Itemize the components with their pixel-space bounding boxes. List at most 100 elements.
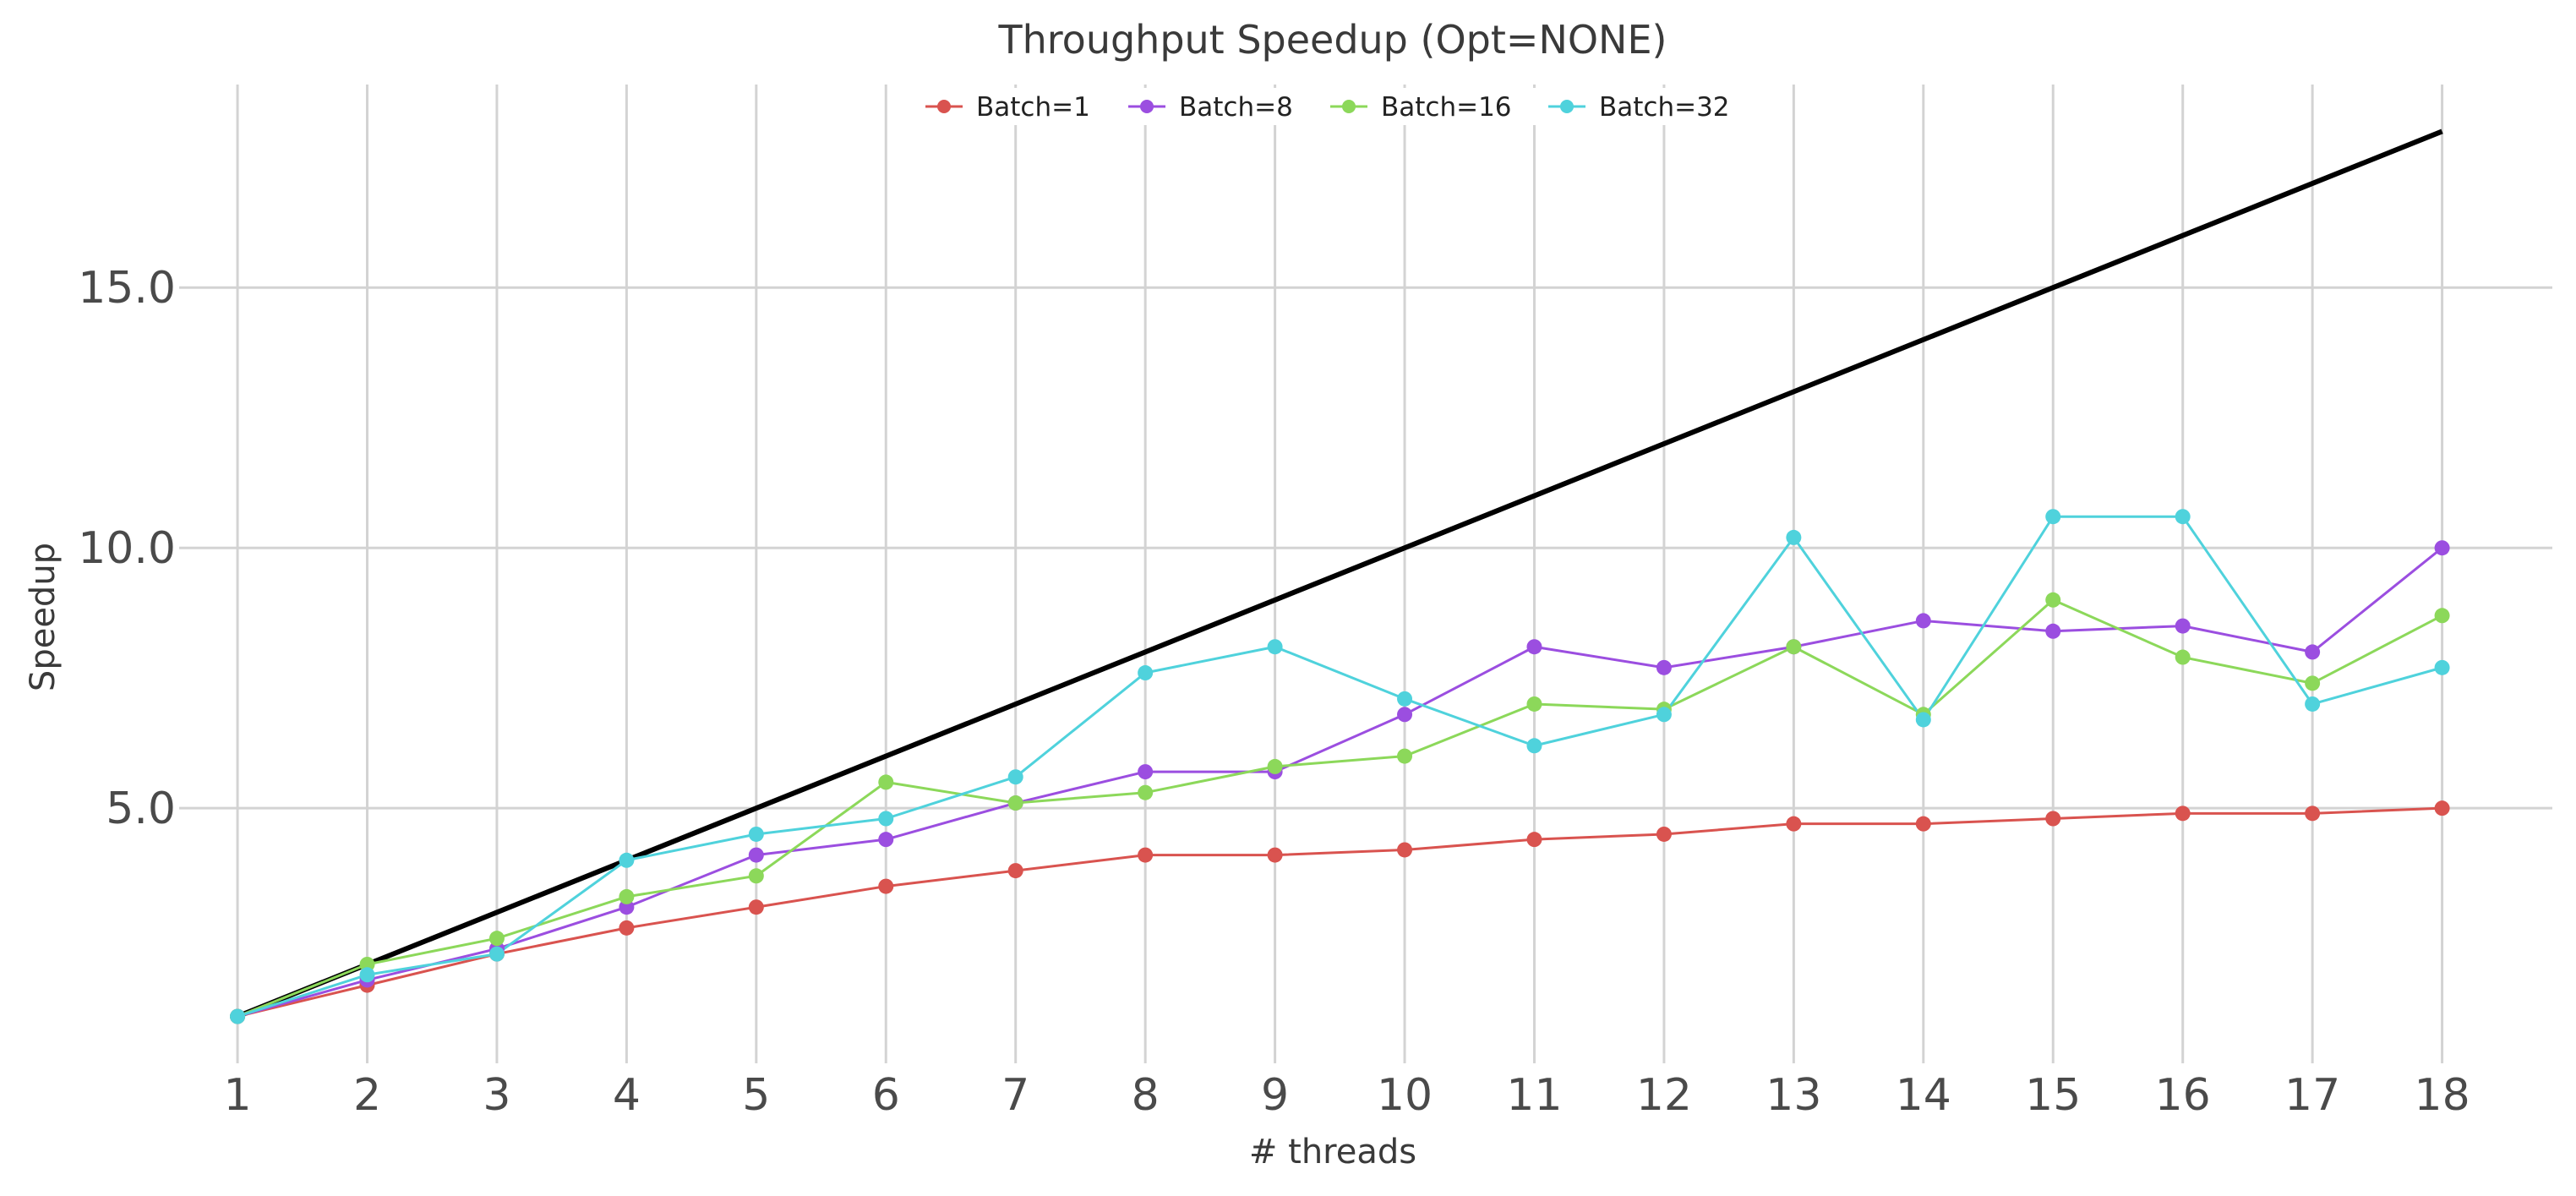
x-tick-label: 2 xyxy=(353,1070,381,1121)
data-point xyxy=(1007,769,1023,785)
data-point xyxy=(1786,816,1802,832)
legend-swatch-marker xyxy=(937,100,951,113)
data-point xyxy=(1526,832,1542,848)
x-tick-label: 4 xyxy=(613,1070,641,1121)
x-tick-label: 7 xyxy=(1001,1070,1029,1121)
data-point xyxy=(748,868,764,884)
data-point xyxy=(1267,758,1283,774)
data-point xyxy=(2175,806,2191,822)
data-point xyxy=(748,847,764,863)
legend-label: Batch=1 xyxy=(976,92,1090,123)
data-point xyxy=(1526,738,1542,754)
data-point xyxy=(1397,842,1413,858)
x-tick-label: 3 xyxy=(483,1070,510,1121)
data-point xyxy=(2045,811,2061,827)
data-point xyxy=(230,1008,246,1024)
series-line xyxy=(237,806,2442,1019)
data-point xyxy=(2045,509,2061,525)
x-tick-labels: 1 2 3 4 5 6 7 8 9 10 11 12 13 14 15 16 17 18 xyxy=(224,1070,2470,1121)
data-point xyxy=(1656,826,1672,842)
legend-label: Batch=16 xyxy=(1381,92,1512,123)
x-tick-label: 5 xyxy=(742,1070,770,1121)
data-point xyxy=(1397,691,1413,707)
data-point xyxy=(2175,618,2191,634)
data-point xyxy=(1915,816,1931,832)
data-point xyxy=(1526,696,1542,712)
data-point xyxy=(878,774,894,790)
y-tick-label: 15.0 xyxy=(78,263,176,314)
data-point xyxy=(2434,608,2450,624)
data-point xyxy=(1786,529,1802,545)
legend-swatch-marker xyxy=(1342,100,1356,113)
x-tick-label: 1 xyxy=(224,1070,252,1121)
data-point xyxy=(2434,800,2450,816)
data-point xyxy=(748,826,764,842)
y-axis-label: Speedup xyxy=(24,543,63,691)
data-point xyxy=(1915,712,1931,728)
data-point xyxy=(2175,649,2191,665)
data-point xyxy=(2045,623,2061,639)
x-tick-label: 12 xyxy=(1636,1070,1692,1121)
data-point xyxy=(1786,639,1802,655)
legend: Batch=1 Batch=8 Batch=16 Batch=32 xyxy=(915,88,1760,125)
x-tick-label: 14 xyxy=(1896,1070,1951,1121)
data-point xyxy=(359,956,375,972)
legend-swatch-marker xyxy=(1560,100,1574,113)
data-point xyxy=(1915,613,1931,629)
series-line xyxy=(237,547,2443,1019)
data-point xyxy=(2434,659,2450,675)
data-point xyxy=(1138,784,1154,800)
series-points xyxy=(230,509,2450,1024)
data-point xyxy=(1138,764,1154,780)
x-tick-label: 15 xyxy=(2025,1070,2081,1121)
x-tick-label: 10 xyxy=(1377,1070,1433,1121)
data-point xyxy=(1656,707,1672,723)
data-point xyxy=(619,852,635,868)
series-line xyxy=(237,598,2443,1018)
legend-label: Batch=32 xyxy=(1599,92,1730,123)
data-point xyxy=(1267,639,1283,655)
x-tick-label: 16 xyxy=(2155,1070,2211,1121)
chart-title: Throughput Speedup (Opt=NONE) xyxy=(998,17,1667,63)
data-point xyxy=(2045,592,2061,608)
x-tick-label: 11 xyxy=(1506,1070,1562,1121)
x-tick-label: 17 xyxy=(2284,1070,2340,1121)
data-point xyxy=(488,946,505,962)
data-point xyxy=(619,920,635,936)
legend-swatch-marker xyxy=(1140,100,1154,113)
data-point xyxy=(1138,665,1154,681)
data-point xyxy=(2305,806,2321,822)
y-tick-labels: 5.0 10.0 15.0 xyxy=(78,263,176,834)
data-point xyxy=(2175,509,2191,525)
data-point xyxy=(2305,644,2321,660)
ideal-speedup-line xyxy=(236,128,2443,1019)
data-point xyxy=(748,899,764,915)
data-point xyxy=(2305,696,2321,712)
data-point xyxy=(878,811,894,827)
data-point xyxy=(2434,540,2450,556)
y-tick-label: 5.0 xyxy=(106,784,176,834)
data-point xyxy=(1007,863,1023,879)
data-point xyxy=(1656,659,1672,675)
data-point xyxy=(1007,795,1023,811)
x-tick-label: 13 xyxy=(1766,1070,1821,1121)
x-tick-label: 9 xyxy=(1261,1070,1289,1121)
x-tick-label: 6 xyxy=(872,1070,900,1121)
data-point xyxy=(359,967,375,983)
data-point xyxy=(1397,748,1413,764)
legend-label: Batch=8 xyxy=(1179,92,1293,123)
y-tick-label: 10.0 xyxy=(78,523,176,574)
data-point xyxy=(488,931,505,947)
data-point xyxy=(2305,675,2321,691)
data-point xyxy=(619,899,635,915)
x-axis-label: # threads xyxy=(1249,1133,1416,1171)
series-lines xyxy=(236,128,2443,1019)
data-point xyxy=(878,878,894,894)
data-point xyxy=(878,832,894,848)
data-point xyxy=(1526,639,1542,655)
x-tick-label: 18 xyxy=(2414,1070,2470,1121)
x-tick-label: 8 xyxy=(1132,1070,1160,1121)
series-line xyxy=(237,515,2442,1018)
data-point xyxy=(1138,847,1154,863)
